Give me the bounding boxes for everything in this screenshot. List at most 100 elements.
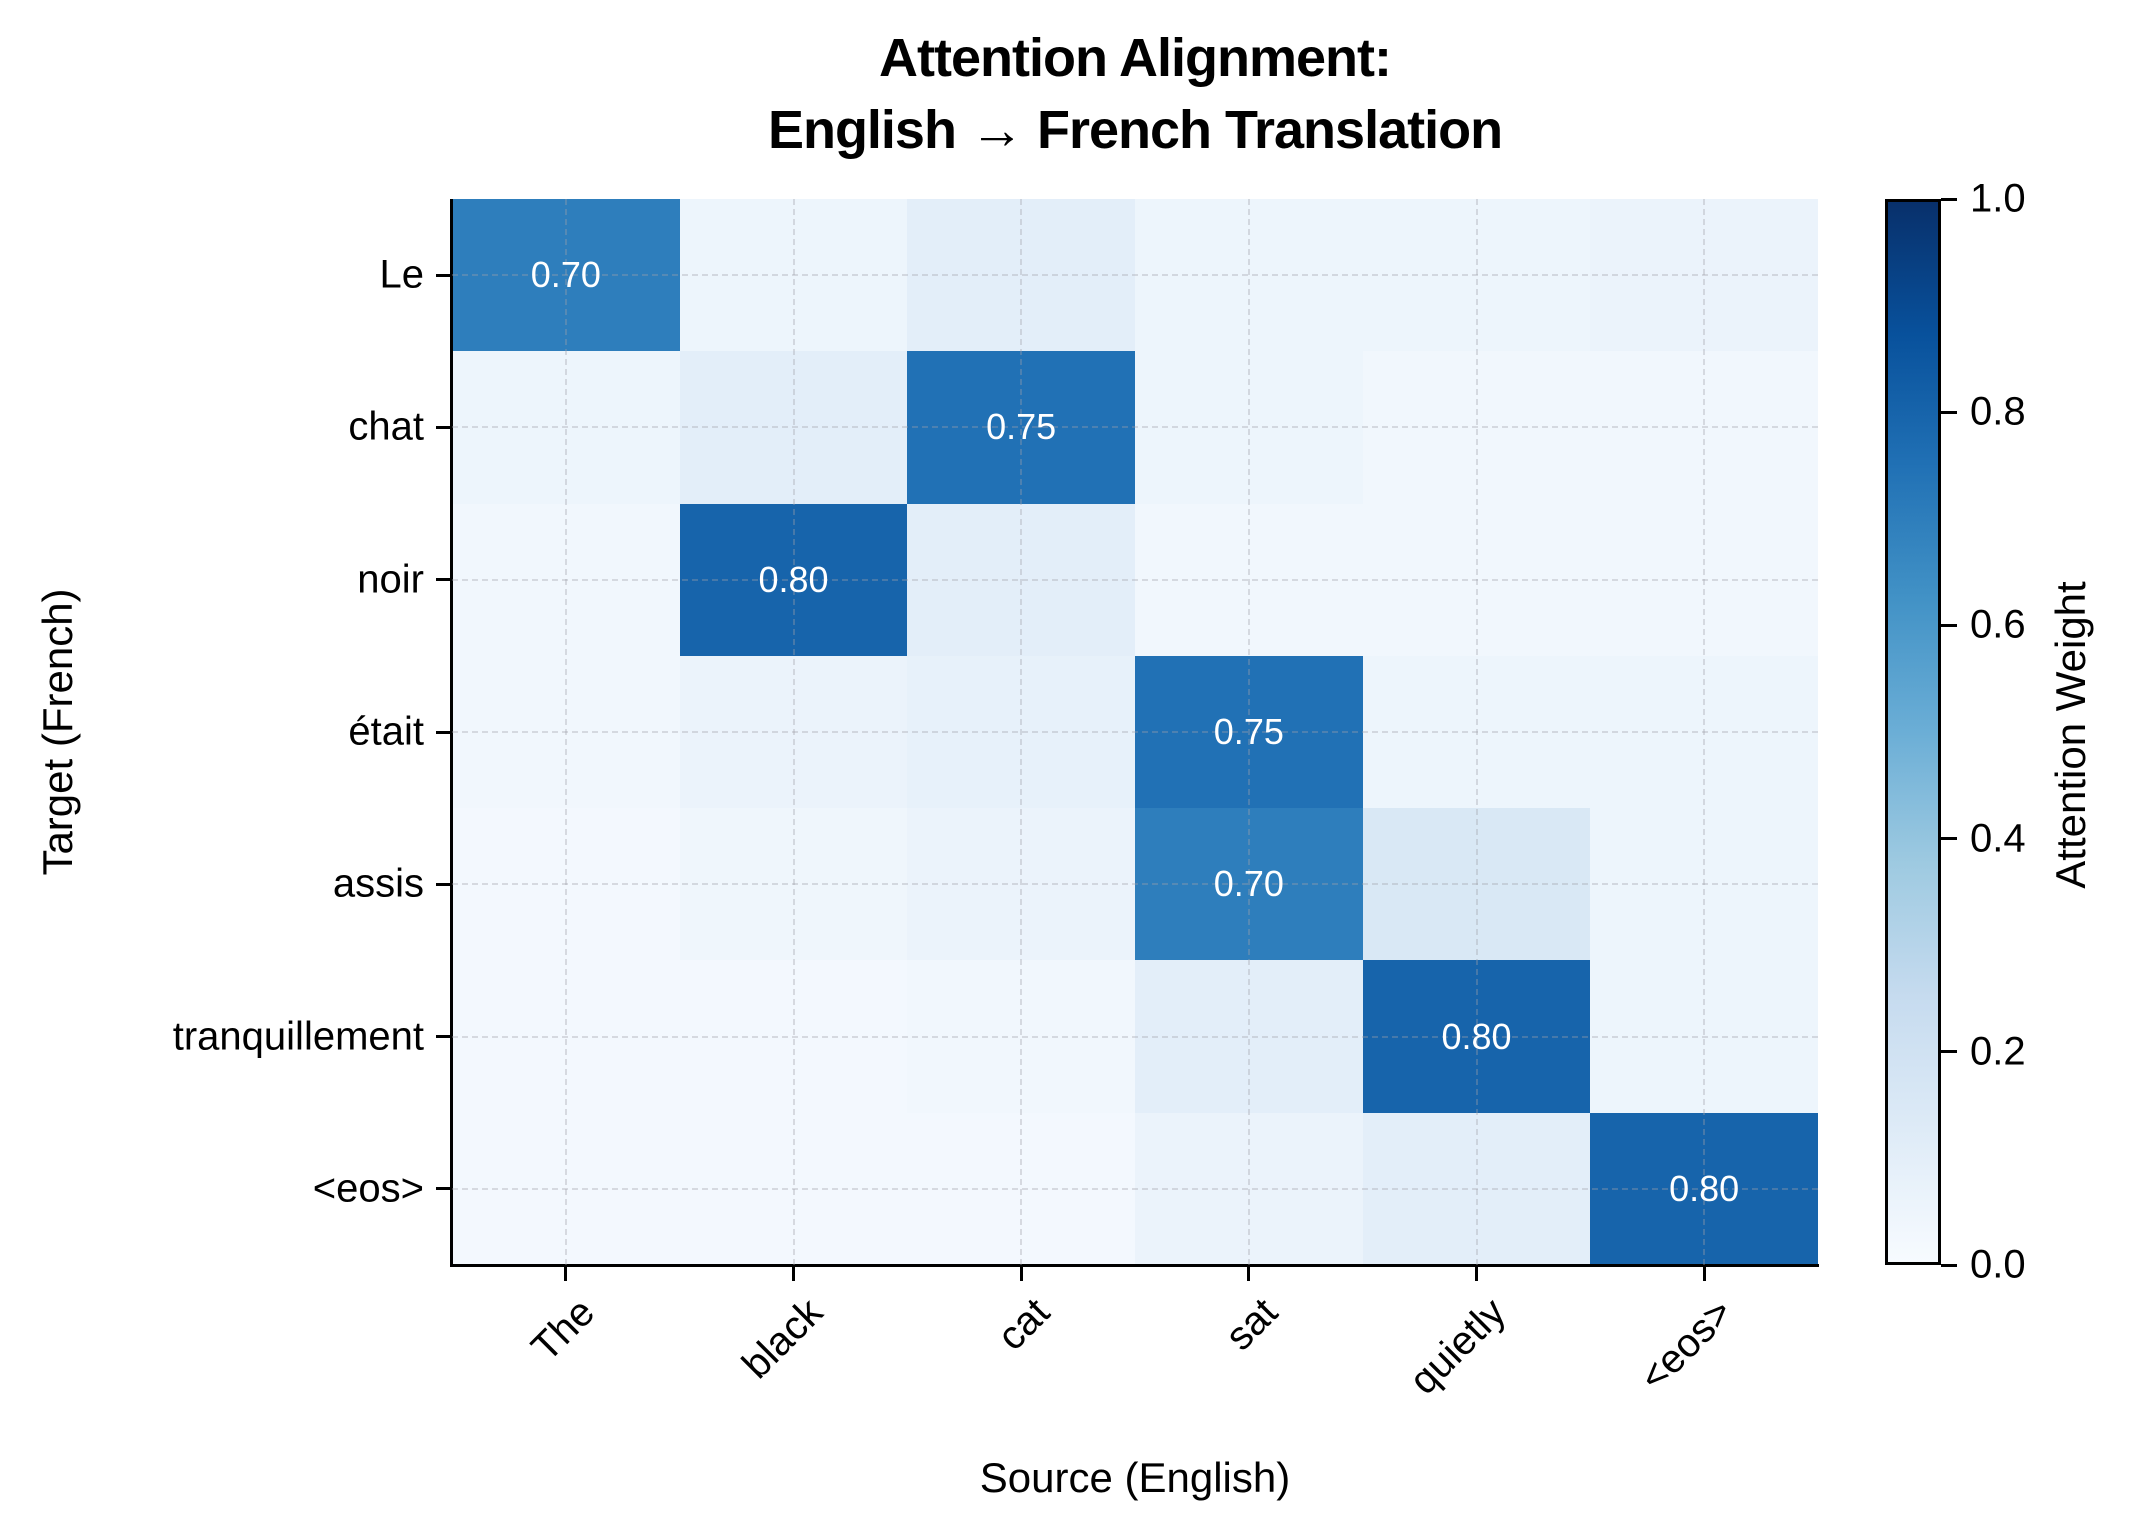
heatmap-cell xyxy=(1362,351,1591,505)
chart-title-line1: Attention Alignment: xyxy=(879,28,1392,88)
heatmap-cell xyxy=(452,199,681,352)
heatmap-cell xyxy=(907,960,1136,1114)
y-tick-label: était xyxy=(348,709,424,754)
heatmap-cell xyxy=(1590,960,1819,1114)
colorbar-tick-mark xyxy=(1941,837,1957,841)
heatmap-cell xyxy=(452,808,681,961)
heatmap-cell xyxy=(1135,960,1364,1114)
heatmap-cell xyxy=(1590,655,1819,809)
grid-line-horizontal xyxy=(452,426,1818,429)
grid-line-horizontal xyxy=(452,1035,1818,1038)
x-tick-mark xyxy=(1475,1266,1478,1281)
grid-line-vertical xyxy=(792,199,795,1265)
colorbar-tick-label: 1.0 xyxy=(1970,176,2026,221)
heatmap-cell xyxy=(907,503,1136,657)
heatmap-cell xyxy=(1590,808,1819,961)
heatmap-cell xyxy=(1590,351,1819,505)
heatmap-cell xyxy=(1362,808,1591,961)
heatmap-cell xyxy=(907,808,1136,961)
y-axis-spine xyxy=(450,199,453,1267)
chart-title: Attention Alignment: English → French Tr… xyxy=(452,22,1818,166)
y-tick-label: chat xyxy=(348,404,424,449)
colorbar-tick-label: 0.8 xyxy=(1970,389,2026,434)
heatmap-cell xyxy=(452,503,681,657)
heatmap-cell xyxy=(452,1112,681,1266)
heatmap-cell xyxy=(907,655,1136,809)
y-axis-title: Target (French) xyxy=(34,588,81,876)
x-axis-title: Source (English) xyxy=(979,1454,1291,1501)
x-tick-mark xyxy=(1247,1266,1251,1281)
colorbar-tick-label: 0.0 xyxy=(1970,1242,2026,1287)
grid-line-vertical xyxy=(1020,199,1023,1265)
cell-annotation: 0.75 xyxy=(1213,711,1284,752)
y-tick-label: assis xyxy=(332,861,424,906)
y-tick-label: tranquillement xyxy=(172,1014,424,1059)
heatmap-cell xyxy=(1590,1112,1819,1266)
heatmap-cell xyxy=(1135,808,1364,961)
y-tick-mark xyxy=(436,273,451,277)
heatmap-cell xyxy=(1362,655,1591,809)
grid-line-horizontal xyxy=(452,883,1818,886)
heatmap-cell xyxy=(679,199,908,352)
x-tick-label: <eos> xyxy=(1631,1290,1742,1400)
chart-title-line2: English → French Translation xyxy=(767,100,1503,160)
colorbar-tick-mark xyxy=(1941,1050,1957,1054)
heatmap-cell xyxy=(679,503,908,657)
y-tick-mark xyxy=(436,1187,451,1191)
heatmap-cell xyxy=(679,808,908,961)
y-tick-label: noir xyxy=(357,557,424,602)
grid-line-horizontal xyxy=(452,731,1818,733)
heatmap-cell xyxy=(1135,351,1364,505)
heatmap-cell xyxy=(679,1112,908,1266)
heatmap-cell xyxy=(1362,503,1591,657)
y-tick-mark xyxy=(436,578,451,582)
heatmap-cell xyxy=(907,1112,1136,1266)
x-tick-mark xyxy=(1702,1266,1706,1281)
heatmap-cell xyxy=(1135,1112,1364,1266)
heatmap-cell xyxy=(1135,199,1364,352)
x-tick-label: quietly xyxy=(1400,1290,1514,1403)
x-tick-mark xyxy=(1019,1266,1023,1281)
heatmap-cell xyxy=(679,351,908,505)
cell-annotation: 0.80 xyxy=(758,558,829,600)
heatmap-cell xyxy=(1362,199,1591,352)
heatmap-cell xyxy=(1135,503,1364,657)
heatmap-cell xyxy=(1362,1112,1591,1266)
heatmap-cell xyxy=(452,960,681,1114)
heatmap-cell xyxy=(679,655,908,809)
x-tick-label: black xyxy=(733,1290,831,1388)
x-tick-mark xyxy=(564,1266,568,1281)
x-tick-mark xyxy=(792,1266,795,1281)
x-tick-label: The xyxy=(523,1290,603,1370)
cell-annotation: 0.70 xyxy=(530,254,601,296)
grid-line-vertical xyxy=(1247,199,1250,1265)
heatmap-cell xyxy=(907,351,1136,505)
heatmap-cell xyxy=(452,655,681,809)
colorbar-tick-mark xyxy=(1941,623,1957,627)
heatmap-cell xyxy=(1590,503,1819,657)
y-tick-mark xyxy=(436,882,451,886)
colorbar-tick-label: 0.2 xyxy=(1970,1029,2026,1074)
colorbar-tick-label: 0.4 xyxy=(1970,816,2026,861)
cell-annotation: 0.75 xyxy=(986,406,1057,448)
grid-line-vertical xyxy=(1703,199,1706,1265)
colorbar-tick-label: 0.6 xyxy=(1970,602,2026,647)
colorbar-title: Attention Weight xyxy=(2047,581,2094,889)
y-tick-mark xyxy=(436,730,451,734)
grid-line-horizontal xyxy=(452,1187,1818,1190)
cell-annotation: 0.70 xyxy=(1213,863,1284,905)
grid-line-vertical xyxy=(1475,199,1478,1265)
grid-line-vertical xyxy=(564,199,567,1265)
x-tick-label: sat xyxy=(1217,1290,1286,1359)
cell-annotation: 0.80 xyxy=(1669,1167,1740,1209)
heatmap-cell xyxy=(1590,199,1819,352)
heatmap-cell xyxy=(1135,655,1364,809)
y-tick-mark xyxy=(436,425,451,429)
x-axis-spine xyxy=(450,1264,1819,1267)
colorbar-tick-mark xyxy=(1941,197,1957,201)
y-tick-label: Le xyxy=(379,252,425,297)
grid-line-horizontal xyxy=(452,274,1818,277)
heatmap-plot-area: 0.70 0.75 0.80 0.75 0.70 0.80 0.80 xyxy=(452,199,1819,1266)
y-tick-label: <eos> xyxy=(312,1166,424,1211)
x-tick-label: cat xyxy=(989,1290,1059,1359)
